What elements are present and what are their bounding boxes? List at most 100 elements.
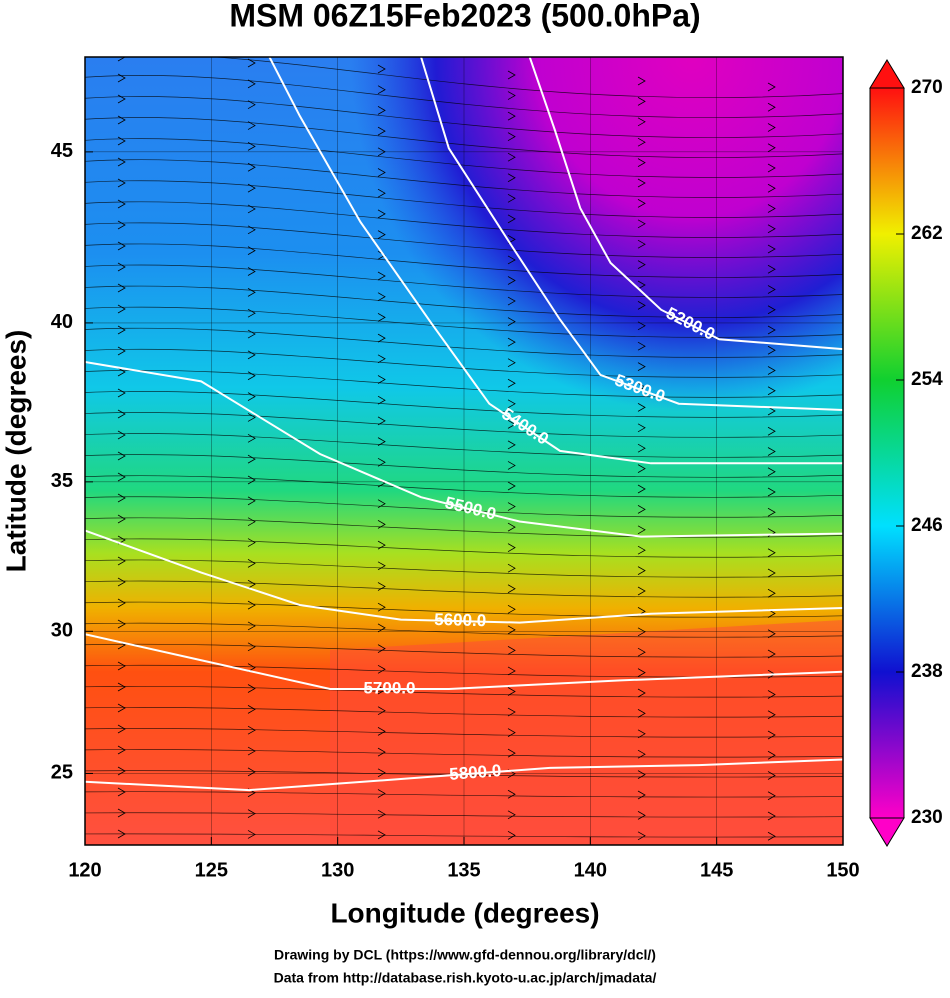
stream-arrow bbox=[377, 789, 386, 798]
stream-arrow bbox=[117, 409, 126, 419]
stream-arrow bbox=[767, 285, 776, 294]
stream-arrow bbox=[377, 209, 386, 219]
stream-arrow bbox=[117, 556, 126, 566]
stream-arrow bbox=[637, 709, 646, 718]
stream-arrow bbox=[247, 79, 256, 89]
stream-arrow bbox=[767, 588, 776, 598]
stream-arrow bbox=[507, 358, 516, 368]
stream-arrow bbox=[117, 178, 126, 188]
contour-line bbox=[85, 758, 843, 792]
stream-arrow bbox=[637, 443, 646, 453]
credit: Data from http://database.rish.kyoto-u.a… bbox=[274, 970, 657, 986]
stream-arrow bbox=[767, 305, 776, 315]
stream-arrow bbox=[507, 440, 516, 450]
streamline bbox=[85, 517, 843, 538]
contour-line bbox=[528, 57, 843, 351]
stream-arrow bbox=[507, 687, 516, 696]
stream-arrow bbox=[767, 548, 776, 558]
stream-arrow bbox=[117, 493, 126, 503]
stream-arrow bbox=[637, 280, 646, 290]
stream-arrow bbox=[247, 559, 256, 568]
stream-arrow bbox=[117, 283, 126, 293]
stream-arrow bbox=[377, 292, 386, 302]
stream-arrow bbox=[117, 157, 126, 167]
stream-arrow bbox=[767, 345, 776, 355]
stream-arrow bbox=[377, 602, 386, 612]
stream-arrow bbox=[637, 770, 646, 779]
stream-arrow bbox=[377, 747, 386, 757]
stream-arrow bbox=[637, 790, 646, 800]
stream-arrow bbox=[767, 244, 776, 254]
stream-arrow bbox=[377, 623, 386, 633]
stream-arrow bbox=[377, 561, 386, 571]
stream-arrow bbox=[118, 851, 125, 859]
stream-arrow bbox=[247, 162, 256, 172]
stream-arrow bbox=[507, 399, 516, 409]
contour-line bbox=[85, 633, 843, 690]
stream-arrow bbox=[117, 451, 126, 461]
stream-arrow bbox=[117, 199, 126, 209]
stream-arrow bbox=[247, 246, 256, 255]
streamline bbox=[85, 433, 843, 458]
streamline bbox=[85, 369, 843, 398]
stream-arrow bbox=[637, 219, 646, 229]
stream-arrow bbox=[637, 647, 646, 657]
stream-arrow bbox=[117, 325, 126, 335]
stream-arrow bbox=[767, 447, 776, 456]
colorbar-min-arrow bbox=[869, 817, 905, 847]
stream-arrow bbox=[637, 178, 646, 188]
stream-arrow bbox=[117, 73, 126, 83]
stream-arrow bbox=[767, 204, 776, 213]
chart-title: MSM 06Z15Feb2023 (500.0hPa) bbox=[229, 0, 700, 33]
stream-arrow bbox=[247, 621, 256, 631]
stream-arrow bbox=[508, 852, 515, 860]
stream-arrow bbox=[637, 831, 646, 841]
stream-arrow bbox=[117, 829, 126, 839]
stream-arrow bbox=[117, 388, 126, 398]
stream-arrow bbox=[767, 163, 776, 173]
stream-arrow bbox=[117, 241, 126, 251]
stream-arrow bbox=[637, 688, 646, 698]
stream-arrow bbox=[117, 304, 126, 314]
stream-arrow bbox=[767, 487, 776, 497]
stream-arrow bbox=[507, 789, 516, 799]
stream-arrow bbox=[508, 872, 515, 880]
stream-arrow bbox=[767, 690, 776, 699]
stream-arrow bbox=[377, 313, 386, 322]
stream-arrow bbox=[117, 346, 126, 356]
stream-arrow bbox=[377, 64, 386, 74]
streamline bbox=[85, 622, 843, 638]
stream-arrow bbox=[117, 724, 126, 734]
stream-arrow bbox=[117, 262, 126, 272]
y-tick-label: 45 bbox=[51, 140, 73, 162]
stream-arrow bbox=[117, 472, 126, 482]
stream-arrow bbox=[377, 830, 386, 840]
stream-arrow bbox=[247, 225, 256, 235]
stream-arrow bbox=[117, 808, 126, 818]
grid bbox=[85, 57, 843, 845]
stream-arrow bbox=[377, 706, 386, 716]
x-tick-label: 125 bbox=[195, 859, 228, 881]
stream-arrow bbox=[637, 423, 646, 433]
stream-arrow bbox=[377, 395, 386, 405]
stream-arrow bbox=[247, 767, 256, 777]
stream-arrow bbox=[637, 199, 646, 208]
streamline bbox=[85, 222, 843, 258]
streamline bbox=[85, 180, 843, 218]
stream-arrow bbox=[507, 317, 516, 326]
stream-arrow bbox=[637, 811, 646, 820]
streamline bbox=[85, 264, 843, 298]
stream-arrow bbox=[248, 851, 255, 859]
stream-arrow bbox=[767, 507, 776, 517]
stream-arrow bbox=[377, 685, 386, 695]
colorbar-tick-label: 254 bbox=[911, 369, 943, 390]
streamline bbox=[85, 770, 843, 778]
stream-arrow bbox=[637, 586, 646, 596]
stream-arrow bbox=[637, 117, 646, 127]
stream-arrow bbox=[767, 771, 776, 780]
stream-arrow bbox=[767, 325, 776, 335]
stream-arrow bbox=[507, 810, 516, 820]
stream-arrow bbox=[637, 627, 646, 637]
stream-arrow bbox=[247, 183, 256, 193]
